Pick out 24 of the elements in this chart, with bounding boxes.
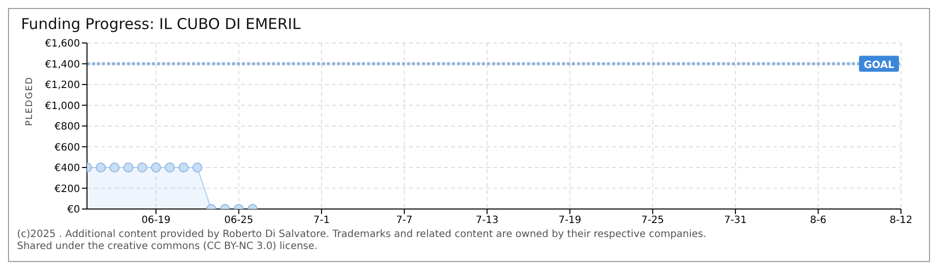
y-tick-label: €1,400 xyxy=(45,59,80,70)
x-tick-label: 7-25 xyxy=(641,215,664,226)
y-tick-label: €1,600 xyxy=(45,38,80,50)
x-tick-label: 7-13 xyxy=(476,215,498,226)
x-tick-label: 8-6 xyxy=(810,215,826,226)
text: (c)2025 . Additional content provided by Roberto Di Salvatore. Trademarks and related content are owned by their respective companies. xyxy=(17,229,708,241)
x-tick-label: 7-19 xyxy=(558,215,582,226)
ref-line-label: GOAL xyxy=(864,60,895,71)
y-tick-label: €1,200 xyxy=(45,80,80,92)
x-tick-label: 8-12 xyxy=(890,215,912,226)
x-tick-label: 06-25 xyxy=(224,215,254,226)
text: Shared under the creative commons (CC BY-NC 3.0) license. xyxy=(17,241,319,253)
y-tick-label: €600 xyxy=(54,142,80,154)
y-tick-label: €400 xyxy=(54,163,80,174)
y-axis-title: PLEDGED xyxy=(25,76,36,126)
y-tick-label: €800 xyxy=(54,122,80,133)
x-tick-label: 06-19 xyxy=(141,215,171,226)
y-tick-label: €200 xyxy=(54,184,80,195)
x-tick-label: 7-7 xyxy=(396,215,412,226)
y-tick-label: €1,000 xyxy=(45,100,80,112)
y-tick-label: €0 xyxy=(67,204,80,216)
chart-title: Funding Progress: IL CUBO DI EMERIL xyxy=(20,14,302,35)
x-tick-label: 7-1 xyxy=(313,215,330,226)
x-tick-label: 7-31 xyxy=(724,215,747,226)
